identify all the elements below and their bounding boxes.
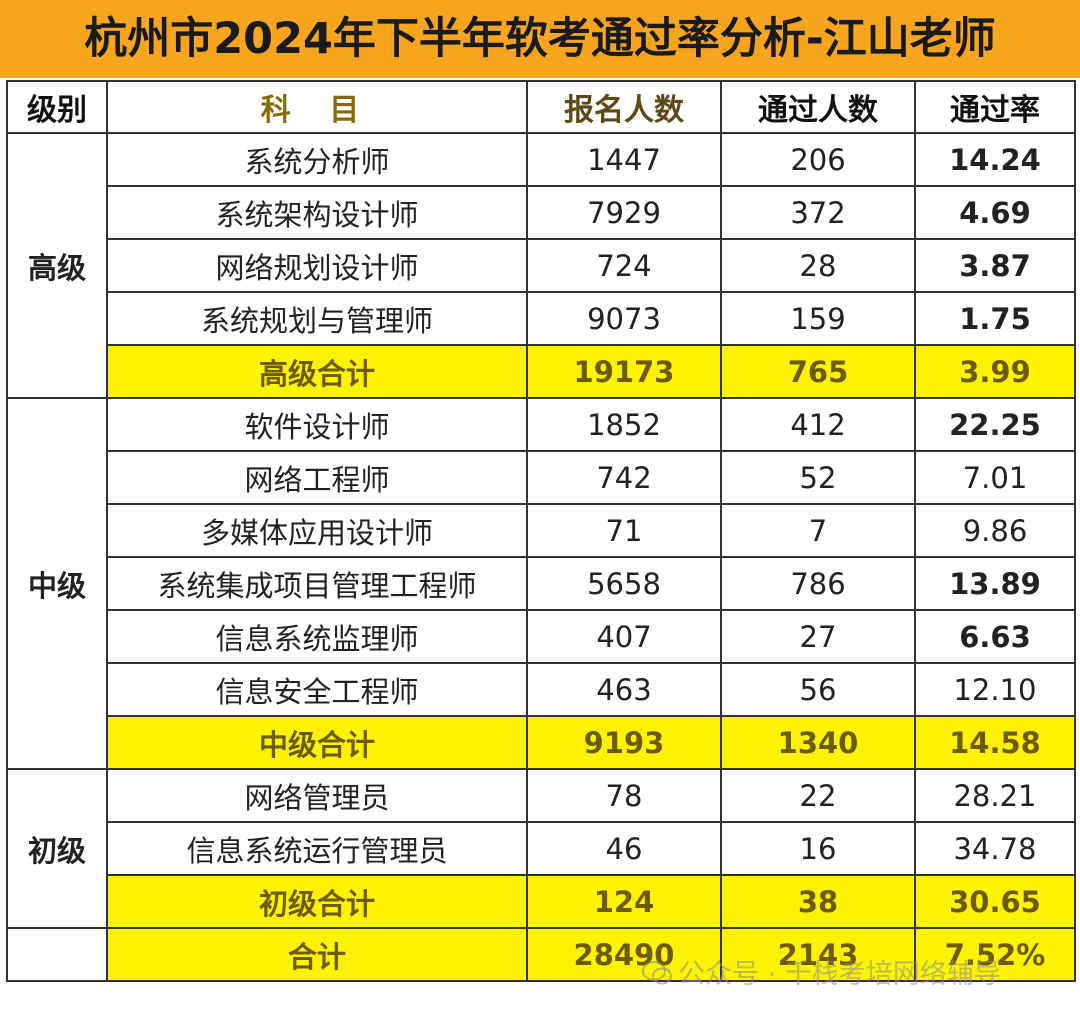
- total-registered: 28490: [526, 927, 722, 982]
- registered-cell: 78: [526, 768, 722, 823]
- passed-cell: 28: [720, 238, 916, 293]
- table-row: 系统架构设计师 7929 372 4.69: [7, 185, 1076, 240]
- rate-cell: 34.78: [914, 821, 1076, 876]
- total-passed: 2143: [720, 927, 916, 982]
- rate-cell: 22.25: [914, 397, 1076, 452]
- passed-cell: 56: [720, 662, 916, 717]
- registered-cell: 9073: [526, 291, 722, 346]
- table-row: 中级 软件设计师 1852 412 22.25: [6, 397, 1076, 770]
- subject-cell: 系统架构设计师: [106, 185, 528, 240]
- total-rate: 7.52%: [914, 927, 1076, 982]
- subtotal-passed: 1340: [720, 715, 916, 770]
- table-row: 信息安全工程师 463 56 12.10: [7, 662, 1076, 717]
- rate-cell: 13.89: [914, 556, 1076, 611]
- registered-cell: 463: [526, 662, 722, 717]
- rate-cell: 4.69: [914, 185, 1076, 240]
- subject-cell: 系统集成项目管理工程师: [106, 556, 528, 611]
- registered-cell: 71: [526, 503, 722, 558]
- rate-cell: 9.86: [914, 503, 1076, 558]
- subject-cell: 信息安全工程师: [106, 662, 528, 717]
- rate-cell: 12.10: [914, 662, 1076, 717]
- subject-cell: 网络规划设计师: [106, 238, 528, 293]
- subtotal-registered: 19173: [526, 344, 722, 399]
- rate-cell: 28.21: [914, 768, 1076, 823]
- registered-cell: 1852: [526, 397, 722, 452]
- registered-cell: 46: [526, 821, 722, 876]
- registered-cell: 5658: [526, 556, 722, 611]
- rate-cell: 7.01: [914, 450, 1076, 505]
- table-row: 网络工程师 742 52 7.01: [7, 450, 1076, 505]
- subtotal-label: 初级合计: [106, 874, 528, 929]
- subtotal-passed: 765: [720, 344, 916, 399]
- subject-cell: 系统分析师: [106, 132, 528, 187]
- subtotal-registered: 124: [526, 874, 722, 929]
- subject-cell: 多媒体应用设计师: [106, 503, 528, 558]
- total-level-cell: [6, 927, 108, 982]
- registered-cell: 1447: [526, 132, 722, 187]
- page-title: 杭州市2024年下半年软考通过率分析-江山老师: [0, 0, 1080, 78]
- table-row: 系统规划与管理师 9073 159 1.75: [7, 291, 1076, 346]
- subject-cell: 系统规划与管理师: [106, 291, 528, 346]
- header-registered: 报名人数: [526, 80, 722, 134]
- passed-cell: 159: [720, 291, 916, 346]
- subtotal-rate: 30.65: [914, 874, 1076, 929]
- table-row: 多媒体应用设计师 71 7 9.86: [7, 503, 1076, 558]
- passed-cell: 372: [720, 185, 916, 240]
- header-level: 级别: [6, 80, 108, 134]
- subject-cell: 信息系统监理师: [106, 609, 528, 664]
- table-body: 高级 系统分析师 1447 206 14.24 系统架构设计师 7929 372 4.69 网络规…: [6, 132, 1076, 982]
- registered-cell: 724: [526, 238, 722, 293]
- table-row: 初级 网络管理员 78 22 28.21: [6, 768, 1076, 929]
- header-subject: 科 目: [106, 80, 528, 134]
- passed-cell: 206: [720, 132, 916, 187]
- level-cell: 初级: [6, 768, 108, 929]
- level-cell: 高级: [6, 132, 108, 399]
- registered-cell: 7929: [526, 185, 722, 240]
- subtotal-passed: 38: [720, 874, 916, 929]
- total-label: 合计: [106, 927, 528, 982]
- passed-cell: 7: [720, 503, 916, 558]
- level-cell: 中级: [6, 397, 108, 770]
- subtotal-row: 高级合计 19173 765 3.99: [7, 344, 1076, 399]
- table-header-row: 级别 科 目 报名人数 通过人数 通过率: [6, 80, 1076, 134]
- subtotal-row: 中级合计 9193 1340 14.58: [7, 715, 1076, 770]
- table-row: 信息系统监理师 407 27 6.63: [7, 609, 1076, 664]
- passed-cell: 27: [720, 609, 916, 664]
- table-row: 信息系统运行管理员 46 16 34.78: [7, 821, 1076, 876]
- table-row: 系统集成项目管理工程师 5658 786 13.89: [7, 556, 1076, 611]
- header-passed: 通过人数: [720, 80, 916, 134]
- passed-cell: 412: [720, 397, 916, 452]
- header-rate: 通过率: [914, 80, 1076, 134]
- table-row: 网络规划设计师 724 28 3.87: [7, 238, 1076, 293]
- subtotal-row: 初级合计 124 38 30.65: [7, 874, 1076, 929]
- rate-cell: 14.24: [914, 132, 1076, 187]
- subtotal-rate: 3.99: [914, 344, 1076, 399]
- passed-cell: 52: [720, 450, 916, 505]
- registered-cell: 407: [526, 609, 722, 664]
- subject-cell: 软件设计师: [106, 397, 528, 452]
- passed-cell: 22: [720, 768, 916, 823]
- pass-rate-table: 级别 科 目 报名人数 通过人数 通过率 高级 系统分析师 1447 206 14.24…: [6, 80, 1076, 982]
- registered-cell: 742: [526, 450, 722, 505]
- subtotal-label: 高级合计: [106, 344, 528, 399]
- passed-cell: 786: [720, 556, 916, 611]
- total-row: 合计 28490 2143 7.52%: [6, 927, 1076, 982]
- subtotal-rate: 14.58: [914, 715, 1076, 770]
- subtotal-registered: 9193: [526, 715, 722, 770]
- rate-cell: 6.63: [914, 609, 1076, 664]
- subject-cell: 信息系统运行管理员: [106, 821, 528, 876]
- subtotal-label: 中级合计: [106, 715, 528, 770]
- subject-cell: 网络工程师: [106, 450, 528, 505]
- rate-cell: 1.75: [914, 291, 1076, 346]
- passed-cell: 16: [720, 821, 916, 876]
- subject-cell: 网络管理员: [106, 768, 528, 823]
- table-row: 高级 系统分析师 1447 206 14.24: [6, 132, 1076, 399]
- rate-cell: 3.87: [914, 238, 1076, 293]
